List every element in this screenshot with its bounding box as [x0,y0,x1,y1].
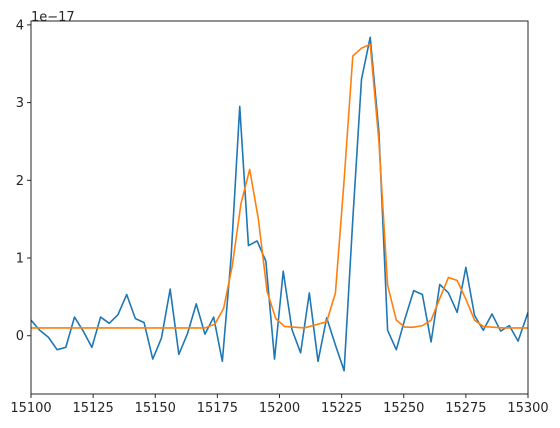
y-tick-label: 0 [16,329,24,344]
plot-area [31,37,528,370]
x-tick-label: 15200 [259,401,300,416]
x-tick-label: 15100 [10,401,51,416]
x-axis: 15100 15125 15150 15175 15200 15225 15250 15275… [10,394,548,416]
y-tick-label: 1 [16,252,24,267]
y-axis: 0 1 2 3 4 [16,18,31,344]
x-tick-label: 15250 [383,401,424,416]
series-line-2 [31,44,528,328]
y-offset-label: 1e−17 [31,10,75,25]
x-tick-label: 15300 [507,401,548,416]
y-tick-label: 2 [16,174,24,189]
series-line-1 [31,37,528,370]
axes-frame [31,21,528,394]
x-tick-label: 15175 [197,401,238,416]
x-tick-label: 15125 [72,401,113,416]
x-tick-label: 15225 [321,401,362,416]
x-tick-label: 15150 [135,401,176,416]
y-tick-label: 4 [16,18,24,33]
x-tick-label: 15275 [445,401,486,416]
y-tick-label: 3 [16,96,24,111]
